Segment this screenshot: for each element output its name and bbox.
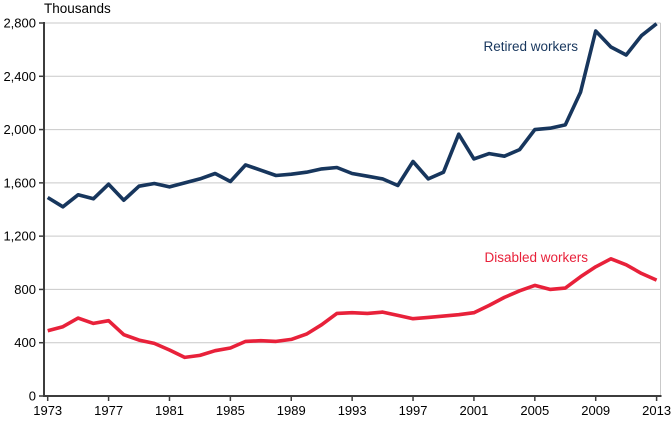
x-tick-label: 2009 bbox=[581, 403, 610, 418]
y-axis-units-label: Thousands bbox=[44, 1, 111, 16]
y-tick-label: 2,800 bbox=[3, 16, 36, 31]
x-tick-label: 1985 bbox=[216, 403, 245, 418]
y-tick-label: 1,600 bbox=[3, 175, 36, 190]
x-tick-label: 1997 bbox=[399, 403, 428, 418]
x-tick-label: 2005 bbox=[520, 403, 549, 418]
y-tick-label: 2,400 bbox=[3, 69, 36, 84]
y-tick-label: 2,000 bbox=[3, 122, 36, 137]
x-tick-label: 1993 bbox=[338, 403, 367, 418]
x-tick-label: 1973 bbox=[33, 403, 62, 418]
y-tick-label: 800 bbox=[14, 282, 36, 297]
y-tick-label: 0 bbox=[29, 389, 36, 404]
y-tick-label: 400 bbox=[14, 335, 36, 350]
x-tick-label: 2013 bbox=[642, 403, 671, 418]
x-tick-label: 1977 bbox=[94, 403, 123, 418]
x-tick-label: 2001 bbox=[459, 403, 488, 418]
disabled-workers-label: Disabled workers bbox=[484, 250, 588, 265]
x-tick-label: 1981 bbox=[155, 403, 184, 418]
disabled-workers-line bbox=[47, 256, 658, 360]
retired-workers-line bbox=[46, 22, 658, 209]
y-tick-label: 1,200 bbox=[3, 229, 36, 244]
retired-workers-label: Retired workers bbox=[483, 39, 578, 54]
x-tick-label: 1989 bbox=[277, 403, 306, 418]
